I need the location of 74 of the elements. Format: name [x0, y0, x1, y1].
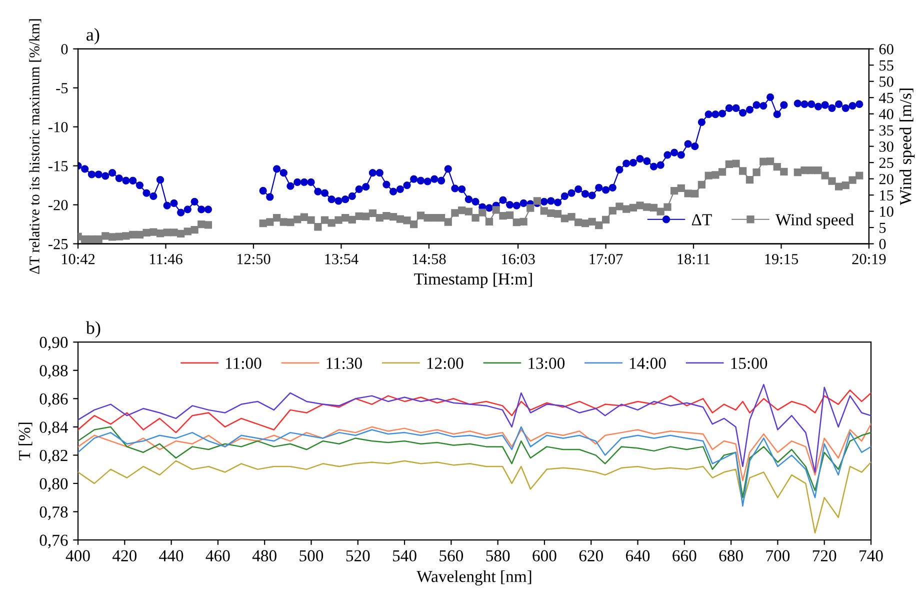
- legend-label: 12:00: [427, 358, 464, 370]
- x-tick-label: 13:54: [325, 254, 358, 264]
- y-tick-label: 0,86: [40, 393, 68, 407]
- x-tick-label: 700: [766, 550, 790, 562]
- x-tick-label: 520: [346, 550, 370, 562]
- y-tick-label: -5: [56, 83, 68, 94]
- y2-tick-label: 40: [878, 108, 894, 120]
- y-tick-label: -15: [48, 161, 68, 172]
- y-tick-label: 0,82: [40, 450, 68, 464]
- y-tick-label: -10: [48, 122, 68, 132]
- legend-label: ΔT: [692, 214, 712, 226]
- y2-tick-label: 60: [879, 44, 894, 54]
- x-tick-label: 560: [440, 550, 464, 562]
- x-tick-label: 720: [812, 550, 836, 562]
- x-tick-label: 10:42: [62, 254, 95, 264]
- x-tick-label: 19:15: [765, 254, 798, 264]
- legend-label: 11:00: [226, 358, 262, 370]
- x-axis-title: Wavelenght [nm]: [416, 570, 532, 586]
- chart-title: a): [86, 28, 100, 44]
- x-tick-label: 14:58: [412, 254, 446, 264]
- legend-label: 15:00: [731, 358, 768, 370]
- y-tick-label: 0,84: [40, 422, 68, 436]
- y2-tick-label: 30: [879, 141, 894, 152]
- legend-label: 14:00: [630, 358, 666, 370]
- line-series: [78, 460, 871, 534]
- x-tick-label: 420: [112, 550, 137, 562]
- x-tick-label: 540: [393, 550, 416, 562]
- x-tick-label: 600: [532, 550, 556, 562]
- y-tick-label: -25: [48, 238, 68, 250]
- y2-tick-label: 10: [880, 206, 894, 217]
- x-tick-label: 500: [300, 550, 324, 562]
- y2-tick-label: 5: [880, 222, 886, 233]
- y2-tick-label: 25: [879, 158, 894, 168]
- x-tick-label: 18:11: [678, 254, 710, 264]
- y-tick-label: 0: [61, 44, 68, 54]
- y-tick-label: 0,90: [40, 336, 68, 350]
- y-axis-title: T [%]: [18, 422, 32, 460]
- y-tick-label: 0,76: [40, 534, 68, 548]
- x-tick-label: 11:46: [150, 254, 182, 264]
- y-tick-label: 0,88: [40, 365, 68, 379]
- x-tick-label: 12:50: [237, 254, 270, 264]
- y2-axis-title: Wind speed [m/s]: [900, 88, 915, 206]
- x-tick-label: 620: [579, 550, 603, 562]
- y2-tick-label: 15: [880, 190, 894, 200]
- legend-label: 13:00: [528, 358, 565, 370]
- legend-label: Wind speed: [776, 214, 854, 229]
- x-tick-label: 20:19: [852, 254, 886, 264]
- line-series: [78, 384, 871, 473]
- x-tick-label: 440: [159, 550, 184, 562]
- y-tick-label: -20: [48, 200, 68, 210]
- y2-tick-label: 20: [879, 174, 894, 184]
- x-tick-label: 460: [206, 550, 230, 562]
- x-tick-label: 16:03: [502, 254, 535, 264]
- y2-tick-label: 45: [878, 92, 894, 104]
- y-tick-label: 0,78: [40, 506, 68, 520]
- y2-tick-label: 50: [880, 76, 894, 87]
- y2-tick-label: 0: [879, 238, 886, 250]
- x-tick-label: 400: [66, 550, 90, 562]
- x-tick-label: 740: [860, 550, 883, 562]
- x-tick-label: 580: [486, 550, 510, 562]
- x-tick-label: 680: [719, 550, 743, 562]
- chart-title: b): [86, 321, 100, 338]
- x-tick-label: 480: [252, 550, 276, 562]
- x-tick-label: 640: [626, 550, 650, 562]
- y2-tick-label: 35: [879, 125, 894, 136]
- line-series: [78, 423, 871, 482]
- y2-tick-label: 55: [880, 60, 894, 71]
- y-tick-label: 0,80: [40, 478, 68, 492]
- x-tick-label: 660: [672, 550, 696, 562]
- line-series: [78, 390, 871, 434]
- legend-label: 11:30: [326, 358, 362, 370]
- x-tick-label: 17:07: [590, 254, 623, 264]
- y-axis-title: ΔT relative to its historic maximum [%/km]: [29, 19, 42, 274]
- x-axis-title: Timestamp [H:m]: [414, 272, 532, 288]
